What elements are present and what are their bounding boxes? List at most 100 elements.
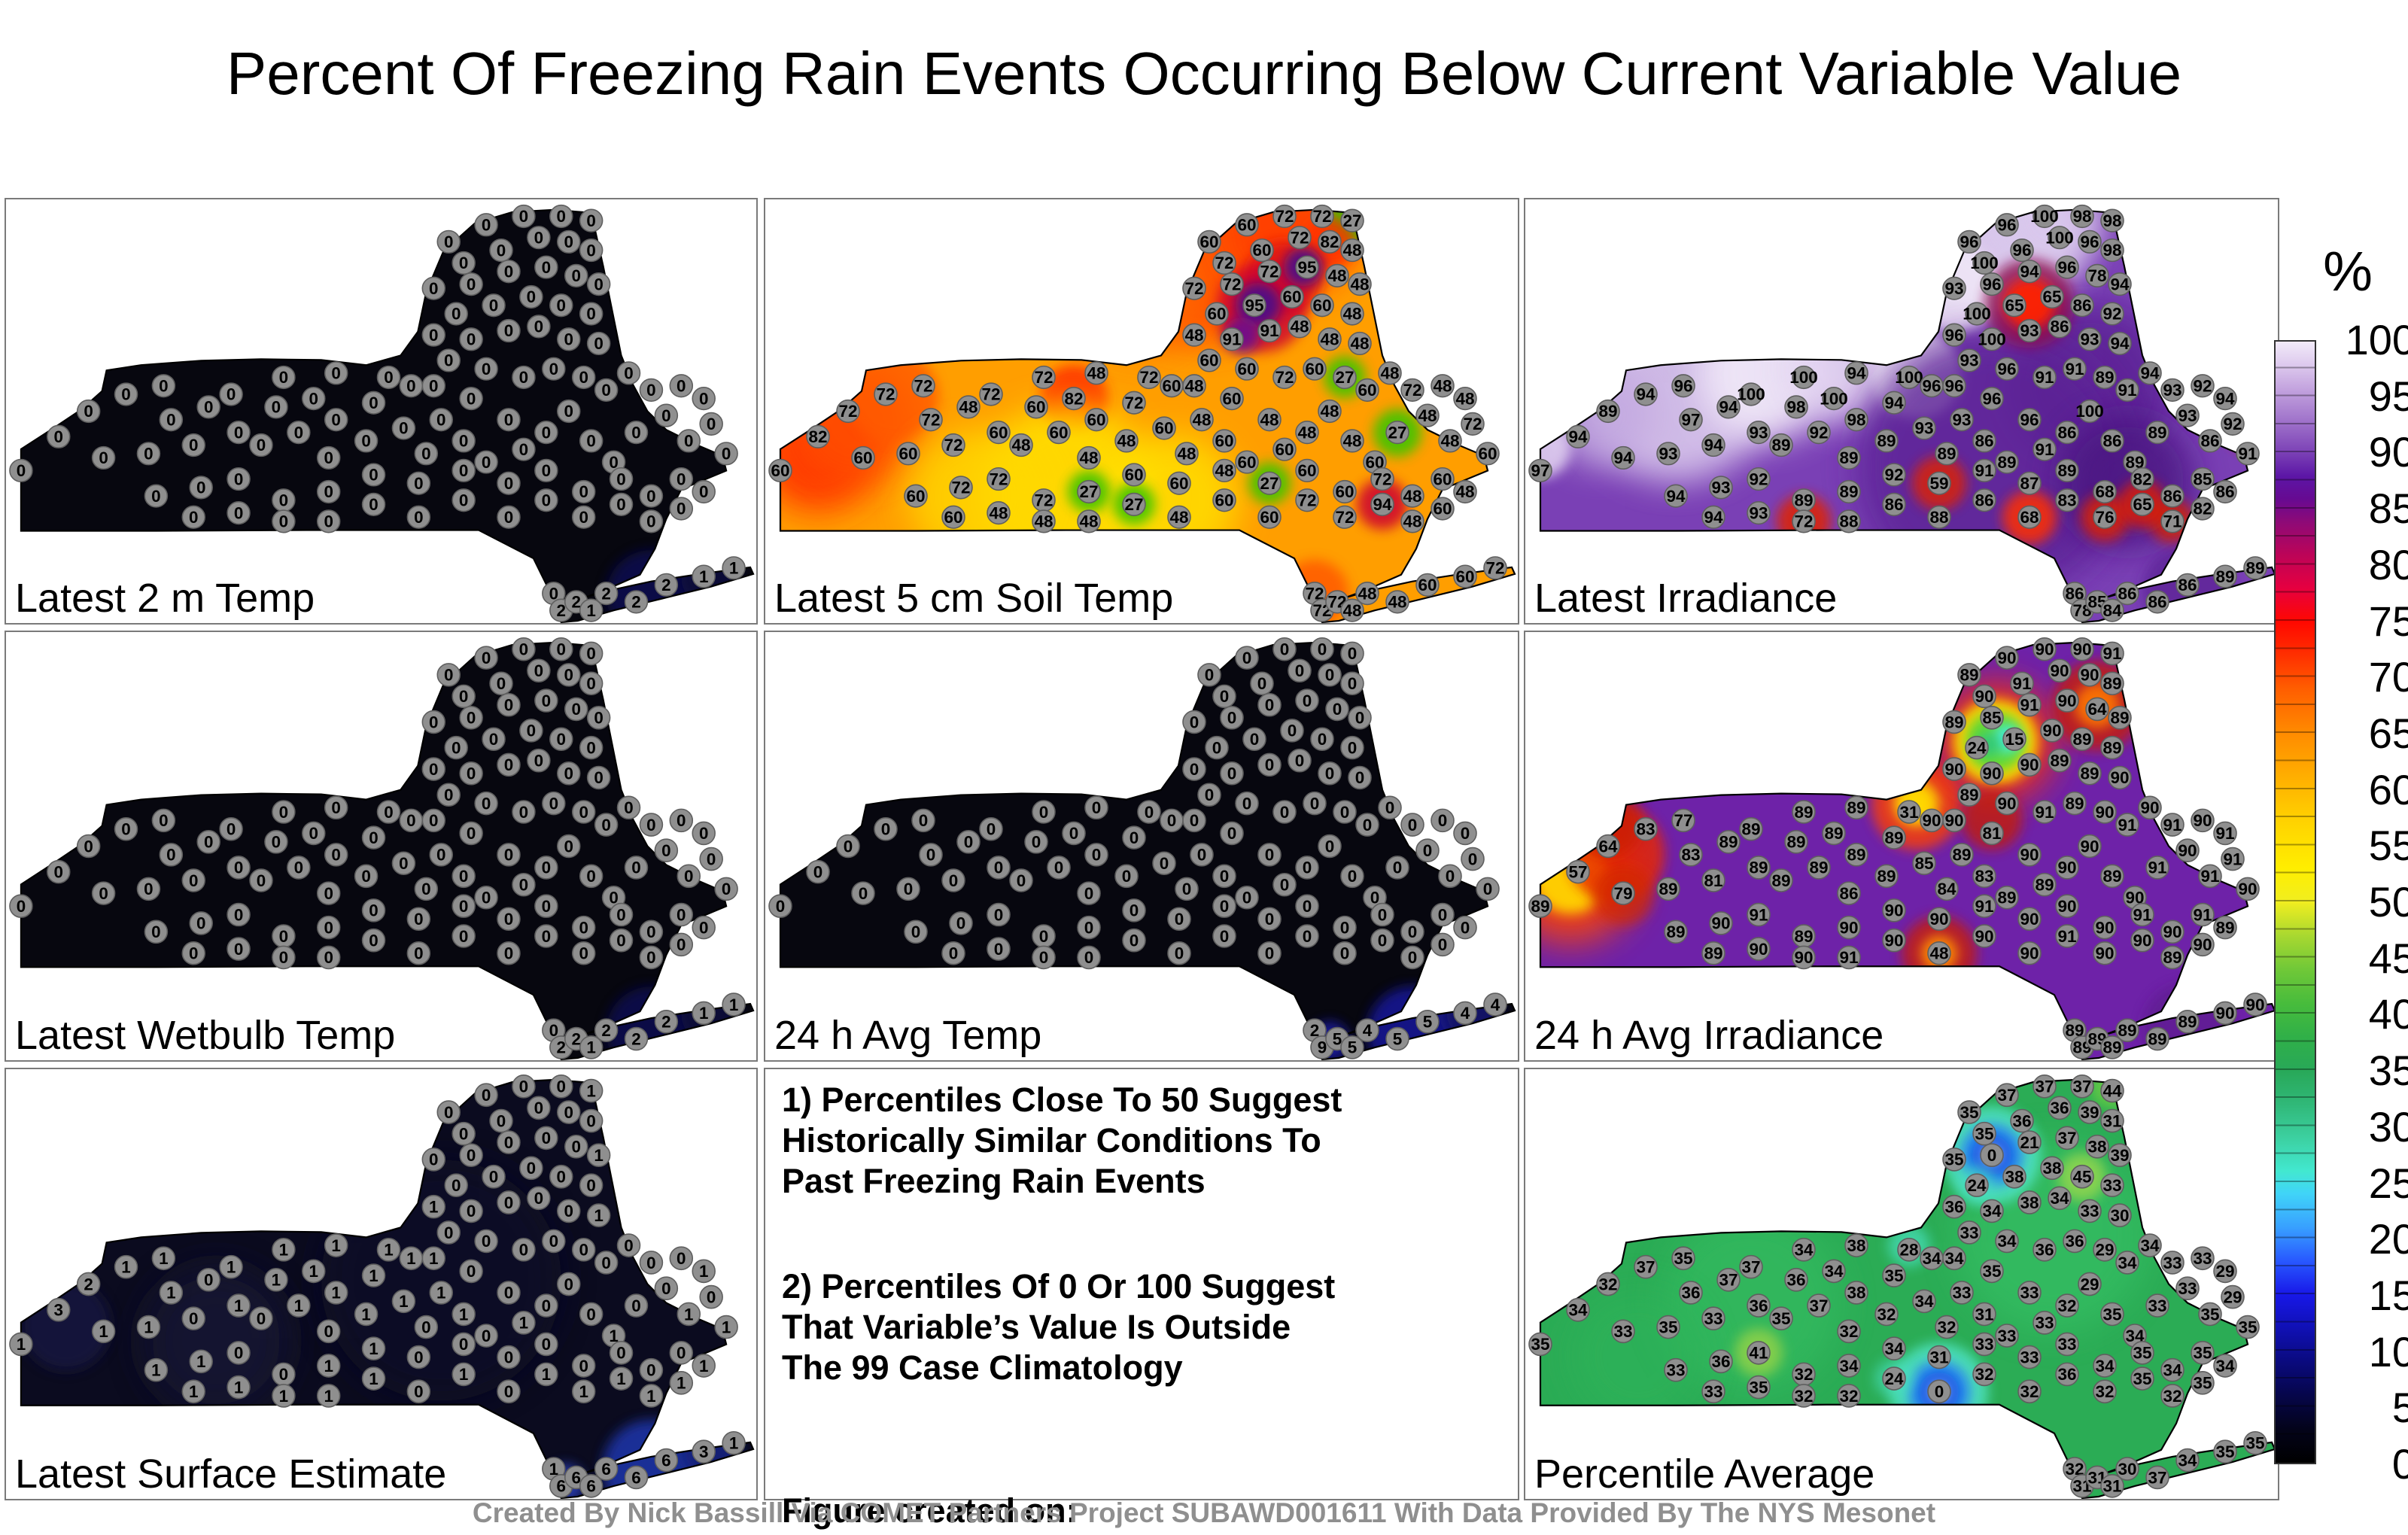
svg-text:0: 0 <box>99 448 108 467</box>
svg-text:0: 0 <box>1242 794 1252 813</box>
svg-text:0: 0 <box>204 833 213 852</box>
svg-text:0: 0 <box>1069 824 1079 843</box>
svg-text:35: 35 <box>1659 1318 1677 1336</box>
svg-text:90: 90 <box>2057 897 2076 916</box>
svg-text:0: 0 <box>331 798 340 817</box>
svg-text:89: 89 <box>1719 833 1738 852</box>
svg-text:0: 0 <box>542 423 551 442</box>
svg-text:48: 48 <box>1215 461 1233 480</box>
svg-text:0: 0 <box>429 713 438 731</box>
svg-text:98: 98 <box>1847 411 1865 430</box>
svg-text:89: 89 <box>2110 709 2129 728</box>
svg-text:91: 91 <box>2035 803 2054 822</box>
svg-text:37: 37 <box>1741 1257 1760 1276</box>
svg-text:83: 83 <box>1975 867 1993 886</box>
svg-text:72: 72 <box>1373 470 1391 488</box>
svg-text:60: 60 <box>1260 508 1278 527</box>
svg-text:0: 0 <box>1935 1382 1944 1401</box>
svg-text:86: 86 <box>2148 593 2166 612</box>
svg-text:0: 0 <box>99 884 108 903</box>
svg-text:0: 0 <box>519 640 528 659</box>
svg-text:90: 90 <box>1944 811 1963 830</box>
map-panel-label: Latest Surface Estimate <box>15 1451 447 1497</box>
svg-text:35: 35 <box>2133 1369 2151 1388</box>
svg-text:82: 82 <box>808 427 827 446</box>
svg-text:90: 90 <box>2057 859 2076 877</box>
svg-text:0: 0 <box>699 389 708 408</box>
svg-text:95: 95 <box>1297 258 1316 277</box>
svg-text:60: 60 <box>1433 500 1452 518</box>
svg-text:0: 0 <box>676 470 686 488</box>
svg-text:93: 93 <box>1749 423 1768 442</box>
svg-text:89: 89 <box>2215 918 2234 937</box>
svg-text:72: 72 <box>1485 559 1504 578</box>
svg-text:32: 32 <box>1877 1305 1896 1324</box>
svg-text:27: 27 <box>1342 211 1361 230</box>
svg-text:0: 0 <box>204 1271 213 1290</box>
svg-text:0: 0 <box>542 1296 551 1315</box>
svg-text:0: 0 <box>414 1382 423 1401</box>
svg-text:24: 24 <box>1967 1176 1986 1195</box>
svg-text:0: 0 <box>631 1296 640 1315</box>
svg-text:0: 0 <box>189 871 198 890</box>
svg-text:0: 0 <box>579 944 588 963</box>
svg-text:94: 94 <box>1884 394 1904 412</box>
svg-text:0: 0 <box>1288 722 1297 740</box>
svg-text:89: 89 <box>1794 803 1813 822</box>
svg-text:1: 1 <box>159 1249 168 1268</box>
svg-text:100: 100 <box>2030 207 2059 226</box>
svg-text:90: 90 <box>2215 1004 2234 1023</box>
svg-text:0: 0 <box>1084 948 1094 967</box>
svg-text:0: 0 <box>1355 768 1365 787</box>
svg-text:48: 48 <box>1327 266 1346 285</box>
svg-text:24: 24 <box>1884 1369 1903 1388</box>
svg-text:48: 48 <box>1342 241 1361 260</box>
svg-text:1: 1 <box>369 1369 378 1388</box>
svg-text:84: 84 <box>2102 601 2122 620</box>
svg-text:34: 34 <box>2178 1451 2197 1470</box>
svg-text:89: 89 <box>1877 432 1896 451</box>
svg-text:71: 71 <box>2163 512 2181 531</box>
svg-text:0: 0 <box>1280 803 1290 822</box>
svg-text:91: 91 <box>2238 445 2257 464</box>
svg-text:35: 35 <box>1960 1103 1978 1122</box>
svg-text:89: 89 <box>1824 824 1843 843</box>
svg-text:33: 33 <box>1704 1382 1722 1401</box>
svg-text:0: 0 <box>1378 905 1388 924</box>
svg-text:0: 0 <box>279 512 288 531</box>
svg-text:89: 89 <box>1786 833 1805 852</box>
svg-text:94: 94 <box>1373 495 1392 514</box>
svg-text:90: 90 <box>1794 948 1813 967</box>
svg-text:39: 39 <box>2110 1146 2129 1165</box>
svg-text:0: 0 <box>646 512 655 531</box>
svg-text:0: 0 <box>994 905 1004 924</box>
svg-text:0: 0 <box>542 491 551 510</box>
svg-text:0: 0 <box>1987 1146 1997 1165</box>
svg-text:3: 3 <box>54 1301 63 1320</box>
colorbar-tick-15: 15 <box>2368 1271 2408 1319</box>
svg-text:90: 90 <box>2020 755 2039 774</box>
colorbar-tick-0: 0 <box>2391 1440 2408 1488</box>
svg-text:0: 0 <box>1039 927 1049 946</box>
svg-text:33: 33 <box>1952 1284 1971 1302</box>
svg-text:0: 0 <box>646 948 655 967</box>
svg-text:32: 32 <box>2057 1296 2076 1315</box>
colorbar-bins <box>2276 342 2315 1463</box>
svg-text:0: 0 <box>676 1249 686 1268</box>
svg-text:48: 48 <box>1342 432 1361 451</box>
svg-text:2: 2 <box>661 1013 670 1032</box>
svg-text:0: 0 <box>646 1254 655 1272</box>
svg-text:85: 85 <box>2193 470 2212 488</box>
svg-text:28: 28 <box>1899 1241 1918 1260</box>
svg-text:0: 0 <box>459 687 468 706</box>
svg-text:0: 0 <box>564 402 573 421</box>
svg-text:96: 96 <box>1944 326 1963 345</box>
svg-text:34: 34 <box>1922 1249 1941 1268</box>
svg-text:32: 32 <box>1794 1387 1813 1406</box>
svg-text:33: 33 <box>2102 1176 2121 1195</box>
svg-text:0: 0 <box>504 696 513 715</box>
svg-text:91: 91 <box>2065 360 2084 378</box>
svg-text:0: 0 <box>1175 910 1184 929</box>
svg-text:0: 0 <box>1265 755 1275 774</box>
